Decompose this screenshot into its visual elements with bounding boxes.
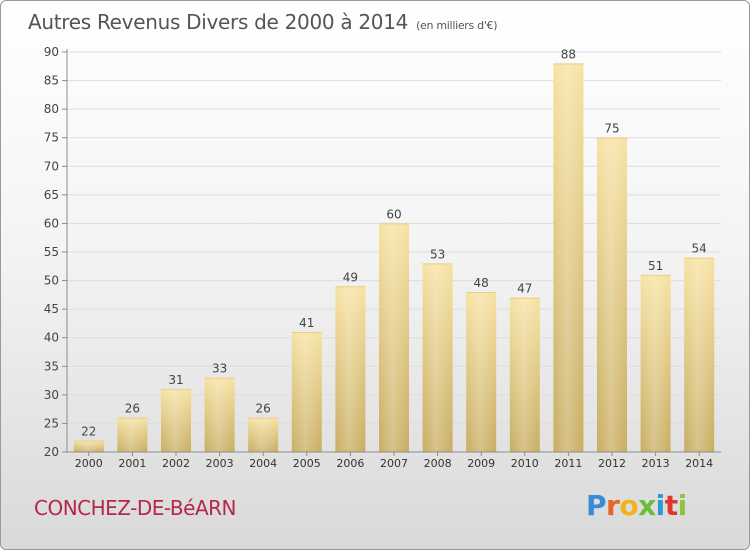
x-tick-label: 2012 bbox=[598, 457, 626, 470]
place-name: CONCHEZ-DE-BéARN bbox=[34, 496, 236, 520]
y-tick-label: 25 bbox=[44, 416, 59, 430]
logo-letter: o bbox=[619, 489, 639, 522]
y-tick-label: 75 bbox=[44, 131, 59, 145]
y-tick-label: 55 bbox=[44, 245, 59, 259]
bar-sheen bbox=[597, 137, 627, 452]
y-tick-label: 40 bbox=[44, 331, 59, 345]
bar-sheen bbox=[422, 263, 453, 452]
y-tick-label: 20 bbox=[44, 445, 59, 459]
x-tick-label: 2008 bbox=[424, 457, 452, 470]
logo-letter: i bbox=[655, 489, 666, 522]
data-label: 49 bbox=[343, 270, 358, 284]
data-label: 48 bbox=[474, 276, 489, 290]
y-tick-label: 35 bbox=[44, 359, 59, 373]
bar-sheen bbox=[291, 332, 322, 452]
logo-letter: t bbox=[664, 489, 678, 522]
chart-title-main: Autres Revenus Divers de 2000 à 2014 bbox=[28, 10, 409, 34]
y-tick-label: 85 bbox=[44, 74, 59, 88]
x-tick-label: 2006 bbox=[336, 457, 364, 470]
y-tick-label: 45 bbox=[44, 302, 59, 316]
logo-letter: r bbox=[606, 489, 620, 522]
x-tick-label: 2003 bbox=[206, 457, 234, 470]
bar-sheen bbox=[640, 274, 671, 452]
data-label: 47 bbox=[517, 282, 532, 296]
x-tick-label: 2009 bbox=[467, 457, 495, 470]
bar-sheen bbox=[466, 292, 497, 452]
bar-sheen bbox=[379, 223, 409, 452]
x-tick-label: 2000 bbox=[75, 457, 103, 470]
logo-letter: P bbox=[586, 489, 607, 522]
x-tick-label: 2001 bbox=[118, 457, 146, 470]
y-tick-label: 90 bbox=[44, 45, 59, 59]
logo-letter: x bbox=[638, 489, 656, 522]
y-tick-label: 60 bbox=[44, 216, 59, 230]
x-tick-label: 2005 bbox=[293, 457, 321, 470]
x-tick-label: 2007 bbox=[380, 457, 408, 470]
logo-letter: i bbox=[677, 489, 688, 522]
data-label: 26 bbox=[125, 402, 140, 416]
x-tick-label: 2010 bbox=[511, 457, 539, 470]
data-label: 60 bbox=[386, 207, 401, 221]
data-label: 75 bbox=[604, 122, 619, 136]
y-tick-label: 50 bbox=[44, 274, 59, 288]
x-tick-label: 2004 bbox=[249, 457, 277, 470]
data-label: 88 bbox=[561, 47, 576, 61]
bar-sheen bbox=[335, 286, 366, 452]
y-tick-label: 30 bbox=[44, 388, 59, 402]
data-label: 26 bbox=[256, 402, 271, 416]
x-tick-label: 2013 bbox=[642, 457, 670, 470]
data-label: 51 bbox=[648, 259, 663, 273]
x-tick-label: 2014 bbox=[685, 457, 713, 470]
bar-sheen bbox=[684, 257, 715, 452]
bar-layer bbox=[73, 63, 715, 453]
data-label: 53 bbox=[430, 247, 445, 261]
proxiti-logo[interactable]: Proxiti bbox=[586, 489, 687, 522]
chart-subtitle: (en milliers d'€) bbox=[416, 19, 498, 32]
data-label: 22 bbox=[81, 425, 96, 439]
data-label: 41 bbox=[299, 316, 314, 330]
x-tick-label: 2011 bbox=[554, 457, 582, 470]
x-tick-label: 2002 bbox=[162, 457, 190, 470]
bar-sheen bbox=[204, 377, 235, 452]
data-label: 31 bbox=[168, 373, 183, 387]
data-label: 54 bbox=[692, 242, 707, 256]
y-tick-label: 65 bbox=[44, 188, 59, 202]
bar-sheen bbox=[553, 63, 584, 453]
chart-title: Autres Revenus Divers de 2000 à 2014 (en … bbox=[28, 10, 498, 34]
bar-sheen bbox=[117, 417, 148, 452]
y-tick-label: 70 bbox=[44, 159, 59, 173]
bar-sheen bbox=[509, 297, 540, 452]
axis-layer: 20 25 30 35 40 45 50 55 60 65 70 75 80 85 90 22 2000 26 20… bbox=[44, 45, 721, 470]
bar-sheen bbox=[161, 389, 191, 452]
data-label: 33 bbox=[212, 362, 227, 376]
bar-sheen bbox=[73, 440, 104, 452]
bar-sheen bbox=[248, 417, 279, 452]
y-tick-label: 80 bbox=[44, 102, 59, 116]
